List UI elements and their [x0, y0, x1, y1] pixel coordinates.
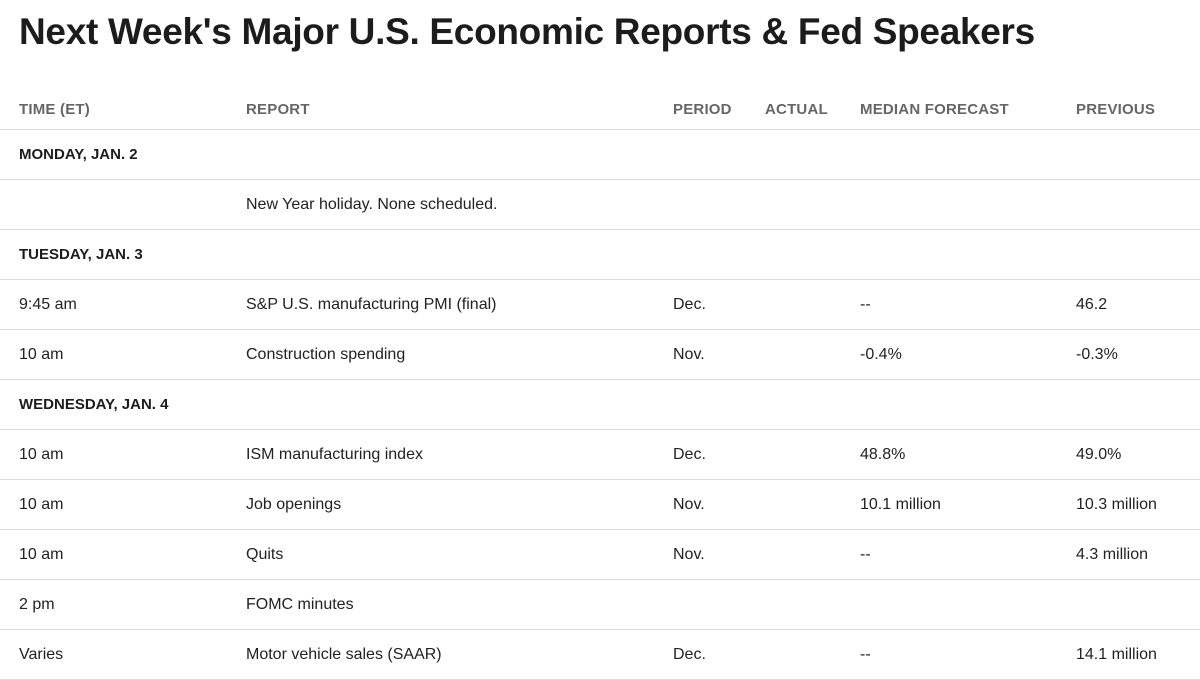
economic-calendar-table: TIME (ET) REPORT PERIOD ACTUAL MEDIAN FO… — [0, 85, 1200, 680]
median-forecast-cell: 10.1 million — [860, 496, 941, 513]
report-cell: ISM manufacturing index — [246, 446, 423, 463]
period-cell: Dec. — [673, 446, 706, 463]
period-cell: Nov. — [673, 346, 705, 363]
previous-cell: 4.3 million — [1076, 546, 1149, 563]
column-header-previous: PREVIOUS — [1076, 101, 1156, 118]
previous-cell: -0.3% — [1076, 346, 1118, 363]
column-header-median-forecast: MEDIAN FORECAST — [860, 101, 1009, 118]
table-row: 10 am ISM manufacturing index Dec. 48.8%… — [0, 430, 1200, 480]
period-cell: Dec. — [673, 646, 706, 663]
time-cell: 10 am — [19, 446, 64, 463]
median-forecast-cell: -- — [860, 546, 871, 563]
previous-cell: 10.3 million — [1076, 496, 1157, 513]
table-row: 10 am Quits Nov. -- 4.3 million — [0, 530, 1200, 580]
median-forecast-cell: -- — [860, 646, 871, 663]
page-title: Next Week's Major U.S. Economic Reports … — [19, 11, 1035, 52]
day-label: MONDAY, JAN. 2 — [19, 146, 138, 163]
time-cell: 10 am — [19, 496, 64, 513]
column-header-period: PERIOD — [673, 101, 732, 118]
column-header-actual: ACTUAL — [765, 101, 828, 118]
time-cell: 2 pm — [19, 596, 55, 613]
report-cell: Construction spending — [246, 346, 406, 363]
median-forecast-cell: 48.8% — [860, 446, 906, 463]
table-row: 2 pm FOMC minutes — [0, 580, 1200, 630]
report-cell: S&P U.S. manufacturing PMI (final) — [246, 296, 497, 313]
table-row: Varies Motor vehicle sales (SAAR) Dec. -… — [0, 630, 1200, 680]
column-header-report: REPORT — [246, 101, 310, 118]
day-row-tuesday: TUESDAY, JAN. 3 — [0, 230, 1200, 280]
day-label: TUESDAY, JAN. 3 — [19, 246, 143, 263]
table-header-row: TIME (ET) REPORT PERIOD ACTUAL MEDIAN FO… — [0, 85, 1200, 130]
period-cell: Nov. — [673, 496, 705, 513]
previous-cell: 14.1 million — [1076, 646, 1157, 663]
report-cell: FOMC minutes — [246, 596, 354, 613]
table-row: 9:45 am S&P U.S. manufacturing PMI (fina… — [0, 280, 1200, 330]
table-row: New Year holiday. None scheduled. — [0, 180, 1200, 230]
column-header-time: TIME (ET) — [19, 101, 90, 118]
previous-cell: 46.2 — [1076, 296, 1108, 313]
time-cell: 9:45 am — [19, 296, 77, 313]
previous-cell: 49.0% — [1076, 446, 1122, 463]
report-cell: Quits — [246, 546, 284, 563]
day-row-monday: MONDAY, JAN. 2 — [0, 130, 1200, 180]
time-cell: 10 am — [19, 346, 64, 363]
report-cell: Motor vehicle sales (SAAR) — [246, 646, 442, 663]
period-cell: Nov. — [673, 546, 705, 563]
report-cell: New Year holiday. None scheduled. — [246, 196, 498, 213]
day-label: WEDNESDAY, JAN. 4 — [19, 396, 169, 413]
report-cell: Job openings — [246, 496, 342, 513]
table-row: 10 am Job openings Nov. 10.1 million 10.… — [0, 480, 1200, 530]
time-cell: Varies — [19, 646, 64, 663]
median-forecast-cell: -- — [860, 296, 871, 313]
time-cell: 10 am — [19, 546, 64, 563]
median-forecast-cell: -0.4% — [860, 346, 902, 363]
table-row: 10 am Construction spending Nov. -0.4% -… — [0, 330, 1200, 380]
day-row-wednesday: WEDNESDAY, JAN. 4 — [0, 380, 1200, 430]
period-cell: Dec. — [673, 296, 706, 313]
